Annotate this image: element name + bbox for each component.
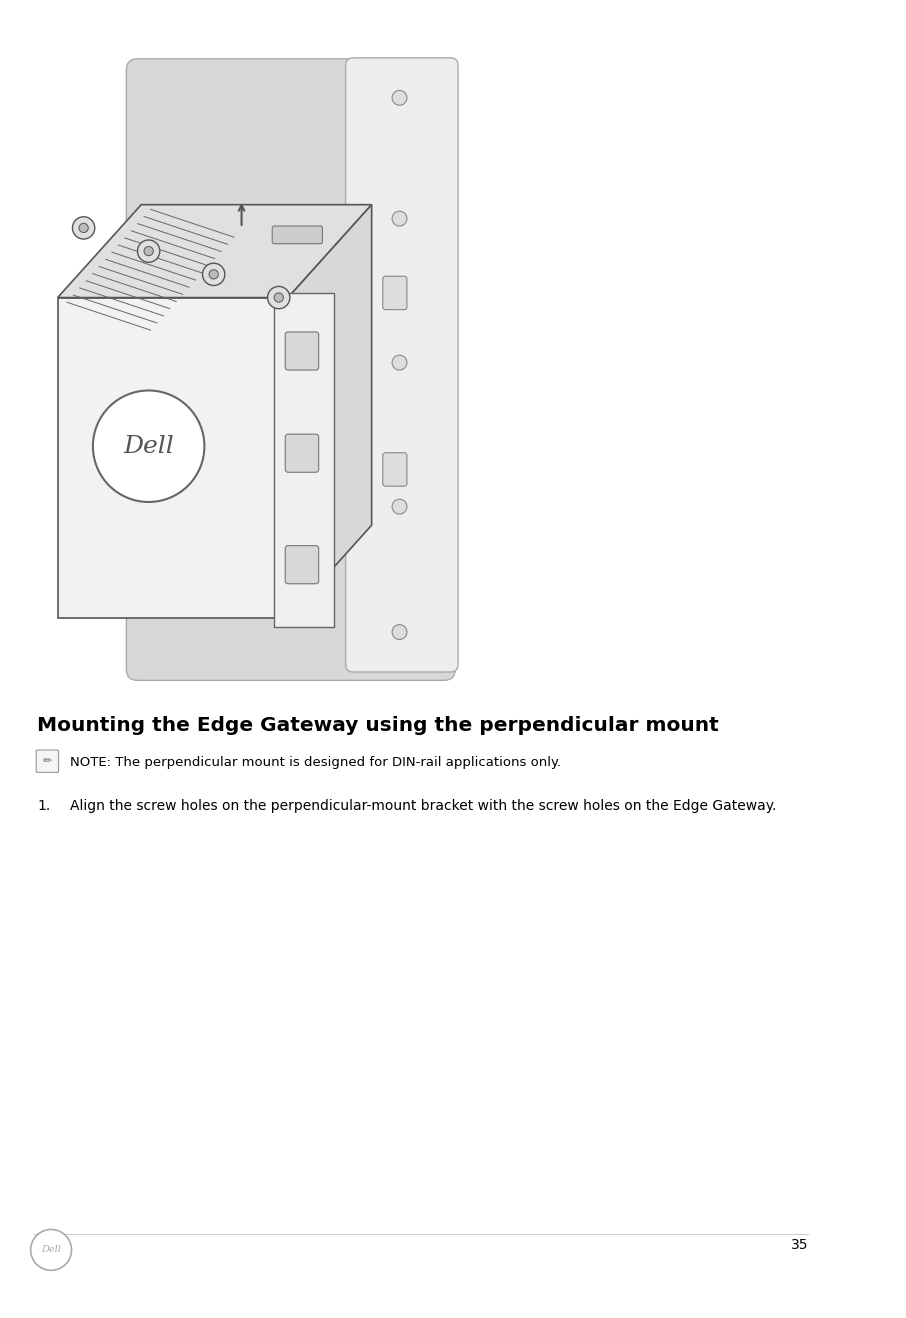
FancyBboxPatch shape [285, 546, 319, 584]
Polygon shape [58, 204, 371, 298]
Circle shape [72, 216, 95, 239]
FancyBboxPatch shape [36, 750, 59, 772]
Circle shape [31, 1230, 72, 1271]
Circle shape [209, 270, 218, 279]
Circle shape [203, 264, 225, 286]
Polygon shape [288, 204, 371, 618]
Polygon shape [58, 298, 288, 618]
Text: ✏: ✏ [43, 757, 52, 766]
Text: 35: 35 [791, 1238, 808, 1252]
Text: Align the screw holes on the perpendicular-mount bracket with the screw holes on: Align the screw holes on the perpendicul… [70, 799, 776, 813]
FancyBboxPatch shape [272, 227, 323, 244]
Circle shape [392, 355, 407, 370]
Circle shape [138, 240, 159, 262]
Circle shape [267, 286, 290, 308]
FancyBboxPatch shape [345, 58, 458, 672]
FancyBboxPatch shape [126, 59, 455, 680]
Text: 1.: 1. [37, 799, 51, 813]
Circle shape [392, 500, 407, 514]
Text: Dell: Dell [41, 1246, 61, 1255]
FancyBboxPatch shape [285, 434, 319, 472]
Circle shape [93, 390, 205, 502]
FancyBboxPatch shape [285, 332, 319, 370]
FancyBboxPatch shape [275, 293, 334, 627]
FancyBboxPatch shape [383, 453, 407, 486]
Circle shape [144, 246, 153, 256]
Circle shape [275, 293, 284, 302]
Text: NOTE: The perpendicular mount is designed for DIN-rail applications only.: NOTE: The perpendicular mount is designe… [70, 755, 561, 768]
FancyBboxPatch shape [383, 277, 407, 310]
Circle shape [392, 91, 407, 105]
Circle shape [392, 211, 407, 227]
Circle shape [79, 223, 88, 232]
Text: Dell: Dell [123, 435, 174, 457]
Text: Mounting the Edge Gateway using the perpendicular mount: Mounting the Edge Gateway using the perp… [37, 716, 719, 734]
Circle shape [392, 625, 407, 639]
